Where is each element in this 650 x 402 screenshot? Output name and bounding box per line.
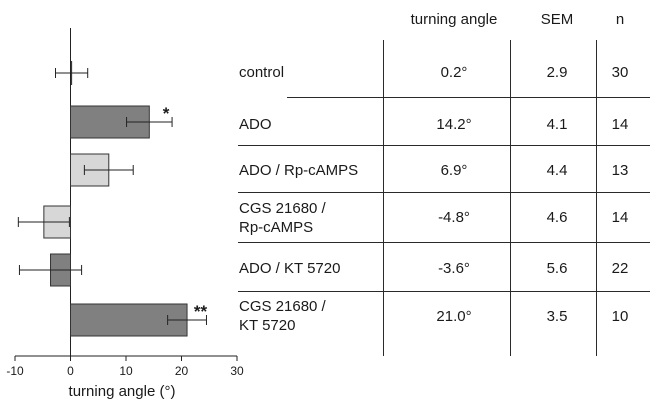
row-separator: [238, 242, 650, 243]
row-separator: [287, 97, 650, 98]
header-sem: SEM: [540, 11, 574, 28]
cell-angle: 21.0°: [436, 308, 472, 325]
row-separator: [238, 145, 650, 146]
row-label: ADO / KT 5720: [239, 260, 341, 277]
table-divider-2: [510, 40, 511, 356]
cell-sem: 4.1: [546, 116, 568, 133]
significance-label: *: [163, 104, 170, 123]
row-label: control: [239, 64, 285, 81]
x-tick-label: -10: [6, 364, 24, 378]
header-turning-angle: turning angle: [410, 11, 498, 28]
cell-angle: -4.8°: [438, 209, 470, 226]
cell-n: 14: [611, 116, 629, 133]
header-n: n: [615, 11, 625, 28]
x-tick-label: 20: [175, 364, 189, 378]
cell-sem: 3.5: [546, 308, 568, 325]
row-separator: [238, 192, 650, 193]
significance-label: **: [194, 302, 208, 321]
cell-n: 13: [611, 162, 629, 179]
row-label: CGS 21680 /: [239, 298, 326, 315]
x-tick-label: 10: [119, 364, 133, 378]
x-axis-label: turning angle (°): [69, 383, 176, 400]
row-label: ADO: [239, 116, 272, 133]
cell-sem: 4.4: [546, 162, 568, 179]
table-divider-1: [383, 40, 384, 356]
cell-angle: 14.2°: [436, 116, 472, 133]
row-label: ADO / Rp-cAMPS: [239, 162, 359, 179]
cell-n: 14: [611, 209, 629, 226]
cell-angle: 0.2°: [440, 64, 468, 81]
x-tick-label: 0: [67, 364, 74, 378]
table-divider-3: [596, 40, 597, 356]
row-label: Rp-cAMPS: [239, 219, 314, 236]
row-label: CGS 21680 /: [239, 200, 326, 217]
row-separator: [238, 291, 650, 292]
cell-sem: 2.9: [546, 64, 568, 81]
x-tick-label: 30: [230, 364, 244, 378]
cell-sem: 4.6: [546, 209, 568, 226]
cell-n: 22: [611, 260, 629, 277]
row-label: KT 5720: [239, 317, 296, 334]
cell-sem: 5.6: [546, 260, 568, 277]
cell-angle: 6.9°: [440, 162, 468, 179]
cell-n: 30: [611, 64, 629, 81]
cell-n: 10: [611, 308, 629, 325]
cell-angle: -3.6°: [438, 260, 470, 277]
